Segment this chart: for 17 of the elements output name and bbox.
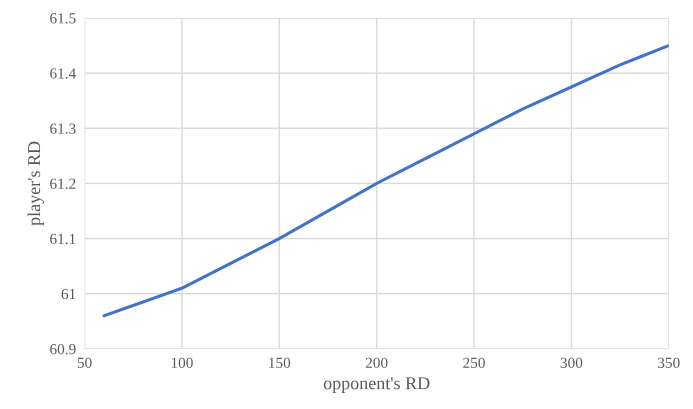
x-tick-label: 300: [560, 358, 582, 368]
line-series: [102, 44, 669, 318]
x-tick-label: 250: [463, 358, 485, 368]
y-tick-label: 61.2: [50, 178, 76, 189]
y-tick-label: 61: [62, 288, 76, 300]
x-tick-label: 350: [658, 358, 680, 368]
y-tick-label: 61.4: [50, 68, 76, 79]
x-tick-label: 50: [78, 358, 92, 368]
y-tick-label: 60.9: [50, 344, 76, 354]
y-tick-label: 61.5: [50, 13, 76, 24]
y-tick-label: 61.1: [50, 234, 76, 244]
x-axis-title: opponent's RD: [324, 377, 430, 393]
y-axis-title: player's RD: [27, 142, 44, 226]
x-tick-label: 100: [172, 358, 193, 368]
x-tick-label: 200: [366, 358, 388, 368]
y-tick-label: 61.3: [50, 123, 76, 134]
x-tick-label: 150: [269, 358, 290, 368]
